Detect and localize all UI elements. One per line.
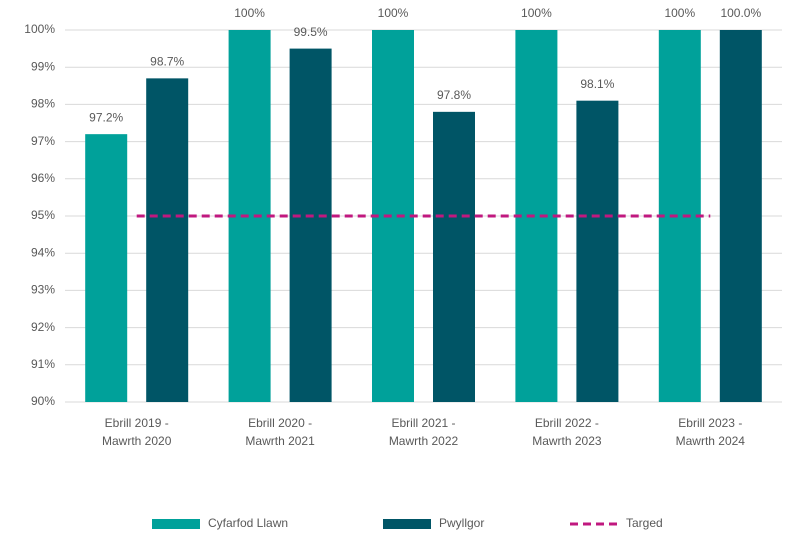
bar [85,134,128,402]
y-tick-label: 95% [31,208,55,222]
data-label: 98.1% [580,77,614,91]
data-label: 97.2% [89,110,123,124]
x-tick-label: Ebrill 2019 -Mawrth 2020 [102,416,172,448]
legend-swatch [152,519,200,529]
bar [372,30,414,402]
x-tick-label: Ebrill 2023 -Mawrth 2024 [676,416,746,448]
bar [658,30,701,402]
legend-label: Cyfarfod Llawn [208,516,288,530]
data-label: 97.8% [437,88,471,102]
data-label: 100% [378,6,409,20]
data-label: 100.0% [720,6,761,20]
x-tick-label: Ebrill 2021 -Mawrth 2022 [389,416,459,448]
y-tick-label: 94% [31,245,55,259]
bar [289,48,332,402]
bar [576,100,619,403]
bar [433,111,475,402]
y-tick-label: 96% [31,171,55,185]
x-tick-label: Ebrill 2020 -Mawrth 2021 [245,416,315,448]
y-tick-label: 93% [31,283,55,297]
legend-label: Targed [626,516,663,530]
legend-label: Pwyllgor [439,516,484,530]
y-tick-label: 99% [31,59,55,73]
y-tick-label: 91% [31,357,55,371]
bar [515,30,558,402]
data-label: 100% [664,6,695,20]
x-tick-label: Ebrill 2022 -Mawrth 2023 [532,416,602,448]
y-tick-label: 92% [31,320,55,334]
bar [146,78,189,403]
y-tick-label: 97% [31,134,55,148]
data-label: 100% [234,6,265,20]
data-label: 99.5% [294,25,328,39]
data-label: 100% [521,6,552,20]
bar [719,30,762,402]
data-label: 98.7% [150,55,184,69]
legend-swatch [383,519,431,529]
y-tick-label: 90% [31,394,55,408]
y-tick-label: 100% [24,22,55,36]
y-tick-label: 98% [31,97,55,111]
